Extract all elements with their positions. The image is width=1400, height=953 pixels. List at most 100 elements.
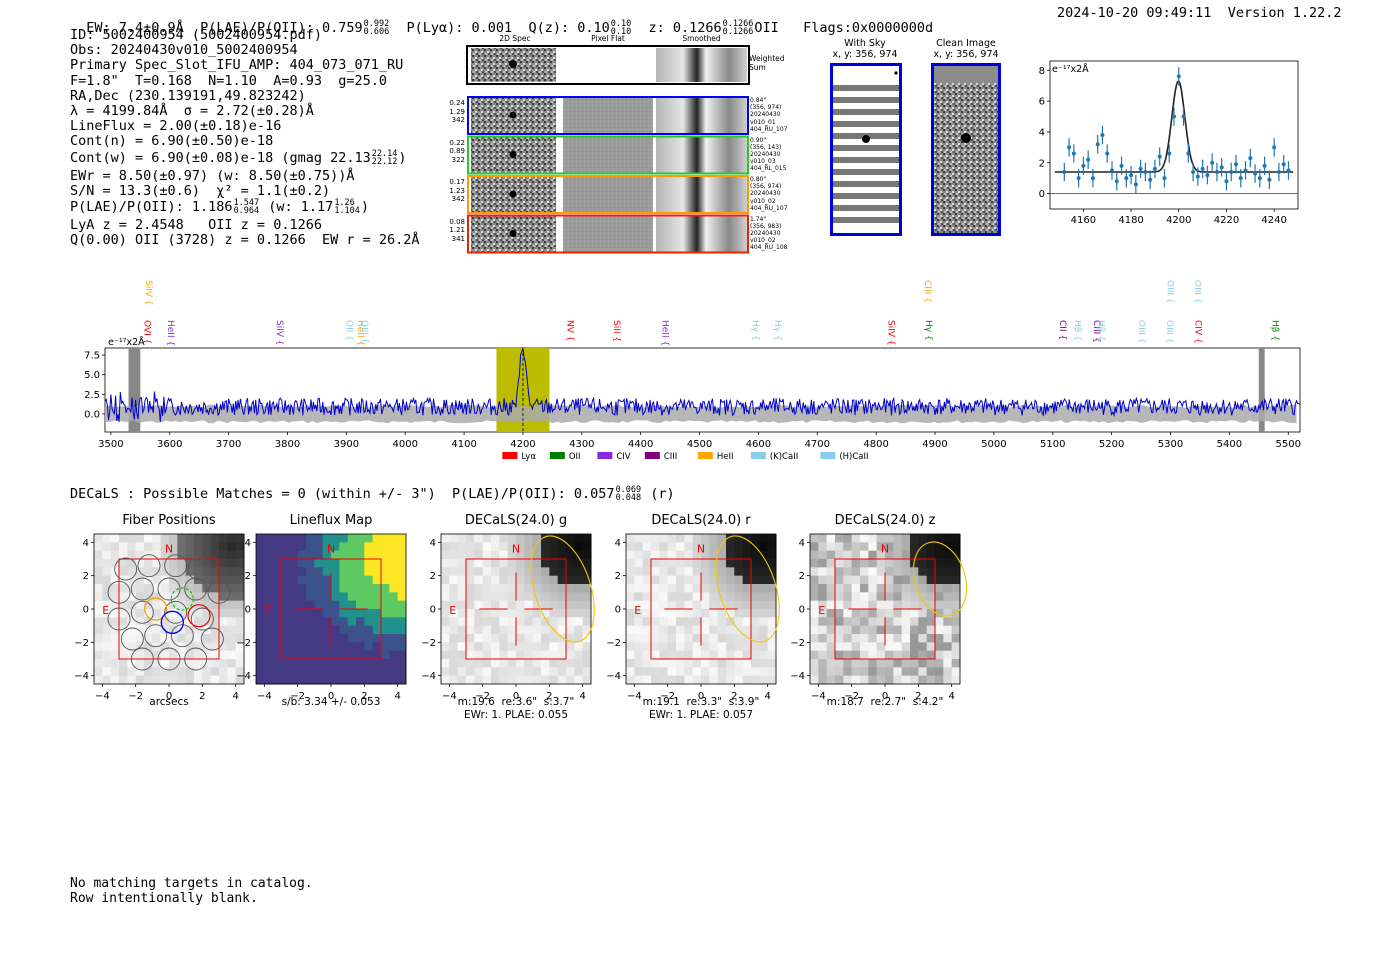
panel-xtick-label: −4 xyxy=(627,691,642,702)
emission-line-label: OII { xyxy=(343,320,353,341)
footer-line-2: Row intentionally blank. xyxy=(70,891,258,906)
panel-xtick-label: 2 xyxy=(546,691,552,702)
header-z-lo: 0.1266 xyxy=(722,27,754,37)
fiber-tertiary xyxy=(160,610,184,634)
fiber-circle xyxy=(130,647,154,671)
panel-xtick-label: 0 xyxy=(166,691,172,702)
zoom-data-point xyxy=(1234,162,1238,167)
panel-caption-2: EWr: 1. PLAE: 0.055 xyxy=(463,709,569,721)
spectrum-xtick-label: 3900 xyxy=(334,439,359,450)
zoom-ytick-label: 4 xyxy=(1039,127,1045,138)
info-plae-w-lo: 1.104 xyxy=(334,206,360,217)
zoom-data-point xyxy=(1205,173,1210,178)
zoom-data-point xyxy=(1076,176,1081,181)
emission-line-text: CIV { xyxy=(1193,320,1203,344)
row-detail: 0.84" xyxy=(750,97,767,104)
spectrum-xtick-label: 4300 xyxy=(569,439,594,450)
row-smoothed xyxy=(656,216,747,252)
row-details: 0.90" (356, 143) 20240430 v010_03 404_RL_015 xyxy=(750,137,786,173)
row-frame xyxy=(467,175,749,214)
legend-label: OII xyxy=(569,452,581,462)
panel-ytick-label: −4 xyxy=(421,671,436,682)
legend-swatch xyxy=(644,452,660,459)
weighted-source xyxy=(509,60,517,68)
panel-title: DECaLS(24.0) g xyxy=(464,513,568,528)
legend-label: HeII xyxy=(717,452,734,462)
panel-ytick-label: −4 xyxy=(790,671,805,682)
spectrum-xtick-label: 3500 xyxy=(98,439,123,450)
panel-ytick-label: 4 xyxy=(430,538,436,549)
zoom-data-point xyxy=(1229,170,1234,174)
detection-info: ID: 5002400954 (5002400954.pdf) Obs: 202… xyxy=(70,27,420,248)
panel-xtick-label: −2 xyxy=(128,691,143,702)
row-detail: (356, 974) xyxy=(750,183,782,191)
header-qz: Q(z): 0.10 xyxy=(528,20,610,36)
decals-band: (r) xyxy=(650,486,675,502)
emission-line-text: SiIV { xyxy=(143,280,153,306)
row-details: 0.84" (356, 974) 20240430 v010_01 404_RU_107 xyxy=(750,97,787,133)
fiber-circle xyxy=(130,600,154,624)
row-detail: 20240430 xyxy=(750,150,781,158)
header-z-line: OII xyxy=(754,20,779,36)
panel-caption: m:19.6 re:3.6" s:3.7" xyxy=(457,696,575,708)
legend-swatch xyxy=(697,452,713,459)
panel-xtick-label: 4 xyxy=(232,691,238,702)
emission-line-text: OIII { xyxy=(1164,320,1174,344)
info-cont-w-end: ) xyxy=(398,149,407,166)
fiber-secondary xyxy=(144,597,168,621)
info-sn: S/N = 13.3(±0.6) χ² = 1.1(±0.2) xyxy=(70,182,331,199)
panel-ytick-label: 2 xyxy=(799,571,805,582)
emission-line-label: Hγ { xyxy=(772,320,782,341)
zoom-ylabel: e⁻¹⁷x2Å xyxy=(1052,63,1089,75)
zoom-data-point xyxy=(1081,163,1086,168)
fiber-circle xyxy=(190,607,214,631)
emission-line-text: Hβ { xyxy=(1269,320,1279,341)
zoom-data-point xyxy=(1267,177,1272,182)
panel-xtick-label: 2 xyxy=(361,691,367,702)
zoom-data-point xyxy=(1281,162,1286,167)
zoom-data-point xyxy=(1195,174,1200,179)
info-plae-lo: 0.964 xyxy=(233,206,260,217)
panel-xtick-label: 4 xyxy=(948,691,954,702)
row-weight-n: 1.29 xyxy=(449,107,465,116)
east-label: E xyxy=(102,604,109,617)
panel-xtick-label: −2 xyxy=(844,691,859,702)
panel-xtick-label: 4 xyxy=(394,691,400,702)
panel-xtick-label: 4 xyxy=(579,691,585,702)
zoom-data-point xyxy=(1176,74,1181,79)
emission-line-label: Hβ { xyxy=(1269,320,1279,341)
fiber-quaternary xyxy=(187,604,211,628)
zoom-ytick-label: 6 xyxy=(1039,97,1045,108)
panel-ytick-label: −4 xyxy=(606,671,621,682)
with-sky-label: With Sky xyxy=(844,38,886,49)
emission-line-label: OIII { xyxy=(1164,280,1174,304)
panel-ytick-label: −4 xyxy=(236,671,251,682)
panel-image: N E −4 −4 −2 −2 0 0 2 2 4 4 xyxy=(74,533,245,702)
emission-line-label: HeII { xyxy=(165,320,175,346)
legend-swatch xyxy=(597,452,613,459)
fiber-primary xyxy=(170,587,194,611)
info-gmag-lo: 22.12 xyxy=(371,156,398,167)
zoom-data-point xyxy=(1124,176,1129,181)
row-detail: (356, 983) xyxy=(750,222,782,230)
spectrum-xtick-label: 5300 xyxy=(1158,439,1183,450)
east-label: E xyxy=(449,604,456,617)
zoom-xtick-label: 4220 xyxy=(1214,215,1239,226)
spectrum-xtick-label: 3800 xyxy=(275,439,300,450)
zoom-data-point xyxy=(1214,170,1219,174)
zoom-data-point xyxy=(1129,173,1134,178)
row-detail: 404_RU_107 xyxy=(750,125,788,133)
emission-line-text: OIII { xyxy=(1136,320,1146,344)
col-smoothed: Smoothed xyxy=(682,34,721,43)
row-detail: 0.90" xyxy=(750,136,767,144)
row-weight-e: 342 xyxy=(451,116,465,124)
panel-ytick-label: −2 xyxy=(74,638,89,649)
row-detail: v010_01 xyxy=(750,118,776,126)
emission-line-text: SiII { xyxy=(611,320,621,342)
panel-ytick-label: 0 xyxy=(245,605,251,616)
spectrum-xtick-label: 5200 xyxy=(1099,439,1124,450)
emission-line-text: OIII { xyxy=(359,320,369,344)
galaxy-ellipse xyxy=(912,541,968,617)
row-detail: (356, 974) xyxy=(750,104,782,112)
panel-ytick-label: −2 xyxy=(606,638,621,649)
